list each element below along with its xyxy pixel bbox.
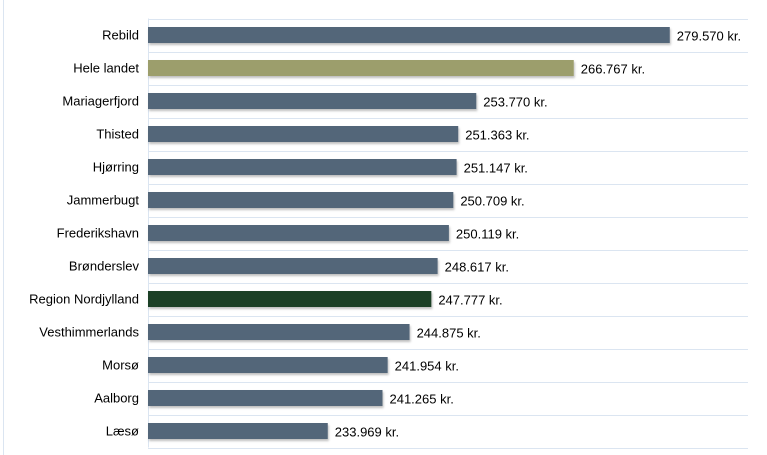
category-label: Jammerbugt (67, 193, 140, 208)
data-label: 253.770 kr. (483, 95, 547, 110)
bar (148, 258, 438, 274)
bar (148, 126, 459, 142)
chart-frame-border (3, 0, 4, 455)
category-label: Rebild (102, 28, 139, 43)
bar (148, 357, 388, 373)
category-label: Brønderslev (69, 259, 140, 274)
data-label: 241.954 kr. (395, 359, 459, 374)
bar (148, 390, 383, 406)
data-label: 250.119 kr. (456, 227, 519, 242)
data-label: 279.570 kr. (677, 29, 741, 44)
category-label: Frederikshavn (57, 226, 139, 241)
bar (148, 93, 477, 109)
data-label: 251.363 kr. (465, 128, 529, 143)
category-label: Hele landet (73, 61, 139, 76)
data-label: 233.969 kr. (335, 425, 399, 440)
category-label: Mariagerfjord (62, 94, 139, 109)
category-label: Thisted (96, 127, 139, 142)
bar (148, 159, 457, 175)
bar (148, 225, 449, 241)
bar (148, 324, 410, 340)
category-label: Vesthimmerlands (39, 325, 139, 340)
category-label: Hjørring (93, 160, 139, 175)
data-label: 266.767 kr. (581, 62, 645, 77)
data-label: 251.147 kr. (464, 161, 528, 176)
bar (148, 423, 328, 439)
category-label: Morsø (102, 358, 139, 373)
bar (148, 291, 432, 307)
data-label: 248.617 kr. (445, 260, 509, 275)
category-label: Aalborg (94, 391, 139, 406)
data-label: 250.709 kr. (460, 194, 524, 209)
category-label: Region Nordjylland (29, 292, 139, 307)
data-label: 244.875 kr. (417, 326, 481, 341)
bar (148, 192, 454, 208)
data-label: 241.265 kr. (389, 392, 453, 407)
data-label: 247.777 kr. (438, 293, 502, 308)
bar (148, 60, 574, 76)
bar (148, 27, 670, 43)
category-label: Læsø (106, 424, 139, 439)
